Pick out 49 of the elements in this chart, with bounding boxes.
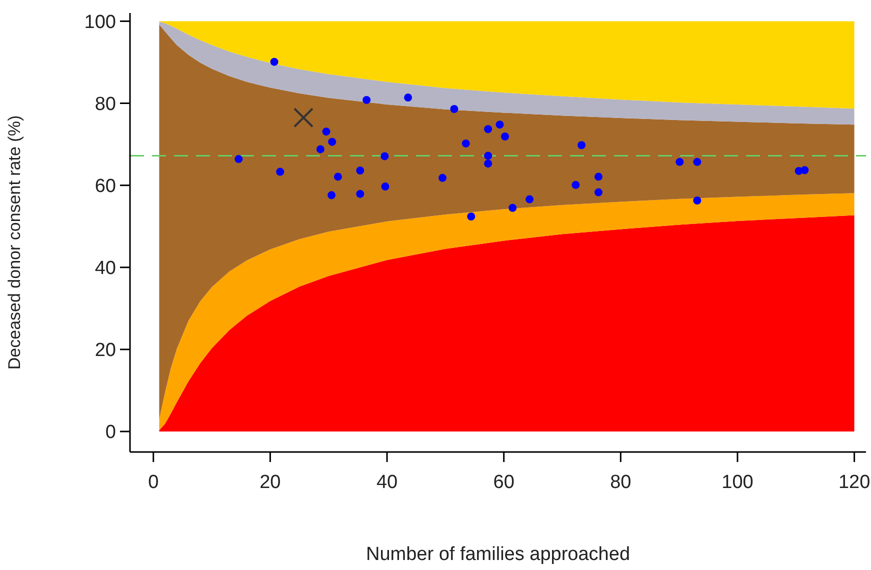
point <box>496 120 504 129</box>
point <box>484 125 492 134</box>
point <box>526 195 534 204</box>
point <box>334 172 342 181</box>
x-tick-label: 0 <box>148 472 159 493</box>
point <box>594 188 602 196</box>
point <box>356 190 364 198</box>
point <box>381 182 390 191</box>
x-tick-label: 120 <box>838 472 870 493</box>
point <box>508 204 517 212</box>
point <box>578 141 586 150</box>
point <box>462 139 470 148</box>
point <box>328 138 336 146</box>
point <box>404 94 412 102</box>
point <box>693 196 702 204</box>
point <box>693 158 702 166</box>
point <box>234 155 243 164</box>
point <box>572 180 580 189</box>
point <box>467 212 476 220</box>
point <box>438 174 447 182</box>
y-tick-label: 60 <box>94 176 116 197</box>
x-tick-label: 60 <box>493 472 514 493</box>
y-tick-label: 40 <box>94 258 116 280</box>
y-tick-label: 80 <box>94 94 116 115</box>
point <box>501 132 510 140</box>
point <box>484 152 492 160</box>
point <box>328 191 336 200</box>
point <box>316 145 324 154</box>
y-axis-title: Deceased donor consent rate (%) <box>5 115 24 370</box>
point <box>800 166 809 174</box>
point <box>594 172 602 181</box>
x-tick-label: 20 <box>260 472 281 493</box>
point <box>450 105 458 114</box>
y-tick-label: 20 <box>94 340 116 362</box>
x-tick-label: 80 <box>610 472 632 493</box>
point <box>276 168 284 176</box>
point <box>484 160 492 168</box>
point <box>380 152 389 160</box>
point <box>322 128 330 136</box>
x-tick-label: 40 <box>376 472 398 493</box>
x-tick-label: 100 <box>722 472 754 493</box>
point <box>293 108 314 128</box>
point <box>676 158 684 166</box>
point <box>270 58 278 66</box>
x-axis-title: Number of families approached <box>366 544 630 565</box>
y-tick-label: 0 <box>105 422 116 444</box>
point <box>356 166 364 175</box>
point <box>362 96 371 104</box>
y-tick-label: 100 <box>84 12 116 33</box>
